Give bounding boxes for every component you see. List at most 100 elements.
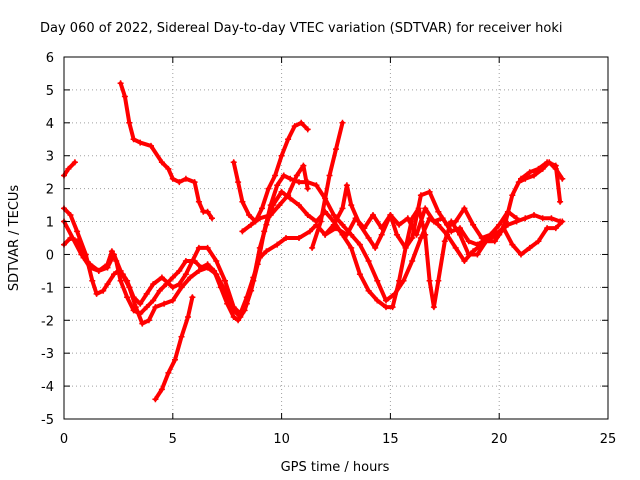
data-point-marker xyxy=(339,231,346,238)
data-point-marker xyxy=(465,238,472,245)
data-point-marker xyxy=(304,126,311,133)
data-point-marker xyxy=(557,198,564,205)
data-point-marker xyxy=(544,225,551,232)
data-point-marker xyxy=(535,165,542,172)
data-point-marker xyxy=(230,159,237,166)
x-tick-label: 0 xyxy=(60,432,68,447)
data-point-marker xyxy=(356,241,363,248)
data-point-marker xyxy=(163,281,170,288)
y-tick-label: 6 xyxy=(46,51,54,66)
data-point-marker xyxy=(365,235,372,241)
y-tick-label: -4 xyxy=(41,380,54,395)
data-point-marker xyxy=(95,267,102,274)
data-point-marker xyxy=(126,284,133,291)
data-point-marker xyxy=(121,93,128,100)
data-point-marker xyxy=(283,235,289,241)
data-point-marker xyxy=(195,198,202,205)
data-point-marker xyxy=(461,258,468,264)
data-point-marker xyxy=(526,169,533,176)
data-point-marker xyxy=(235,179,242,186)
data-point-marker xyxy=(396,277,403,284)
y-tick-label: 5 xyxy=(46,84,54,99)
data-point-marker xyxy=(130,136,137,143)
series-track-b xyxy=(62,206,563,316)
data-point-marker xyxy=(544,159,551,166)
data-point-marker xyxy=(531,172,537,179)
data-point-marker xyxy=(204,264,211,271)
data-point-marker xyxy=(209,215,215,222)
y-tick-label: 2 xyxy=(46,183,54,198)
data-point-marker xyxy=(409,258,416,264)
data-point-marker xyxy=(148,142,154,149)
data-point-marker xyxy=(189,294,196,301)
data-point-marker xyxy=(137,300,144,307)
data-point-marker xyxy=(222,277,228,284)
data-point-marker xyxy=(518,175,524,182)
data-point-marker xyxy=(158,274,165,281)
data-point-marker xyxy=(161,300,168,307)
series-track-k xyxy=(519,160,563,204)
data-point-marker xyxy=(272,172,279,179)
x-axis-label: GPS time / hours xyxy=(281,460,390,475)
data-point-marker xyxy=(111,251,117,258)
data-point-marker xyxy=(387,212,394,218)
data-point-marker xyxy=(169,274,176,281)
data-point-marker xyxy=(330,212,337,218)
data-point-marker xyxy=(169,284,176,291)
data-point-marker xyxy=(150,281,157,288)
data-point-marker xyxy=(187,274,194,281)
data-point-marker xyxy=(182,258,189,264)
data-point-marker xyxy=(250,277,257,284)
data-point-marker xyxy=(296,202,302,209)
data-point-marker xyxy=(152,396,159,403)
data-point-marker xyxy=(104,281,111,288)
y-tick-label: -3 xyxy=(41,347,54,362)
data-point-marker xyxy=(222,287,228,294)
y-tick-label: 3 xyxy=(46,150,54,165)
data-point-marker xyxy=(165,369,172,376)
data-point-marker xyxy=(256,215,263,222)
data-point-marker xyxy=(322,231,329,238)
x-tick-label: 5 xyxy=(169,432,177,447)
data-point-marker xyxy=(246,212,252,218)
data-point-marker xyxy=(509,192,516,199)
data-point-marker xyxy=(515,179,522,186)
data-point-marker xyxy=(339,221,346,228)
plot-frame xyxy=(63,56,609,420)
data-point-marker xyxy=(285,192,292,199)
data-point-marker xyxy=(422,231,429,238)
data-point-marker xyxy=(243,300,250,307)
data-point-marker xyxy=(230,307,237,314)
data-point-marker xyxy=(513,215,520,222)
data-point-marker xyxy=(132,304,139,311)
data-point-marker xyxy=(309,244,316,251)
data-point-marker xyxy=(457,231,463,238)
data-point-marker xyxy=(69,235,76,241)
data-point-marker xyxy=(504,208,511,215)
y-tick-label: -5 xyxy=(41,413,54,428)
data-point-marker xyxy=(435,221,442,228)
data-point-marker xyxy=(552,162,559,169)
data-point-marker xyxy=(65,165,72,172)
data-point-marker xyxy=(104,264,111,271)
data-point-marker xyxy=(356,221,363,228)
data-point-marker xyxy=(285,136,292,143)
data-point-marker xyxy=(152,304,159,311)
data-point-marker xyxy=(239,228,246,235)
data-point-marker xyxy=(402,244,409,251)
data-point-marker xyxy=(430,304,437,311)
data-point-marker xyxy=(169,297,176,304)
data-point-marker xyxy=(93,290,100,297)
data-point-marker xyxy=(365,258,372,264)
data-point-marker xyxy=(298,119,305,126)
data-point-marker xyxy=(108,248,115,255)
grid-lines xyxy=(64,57,608,419)
y-tick-label: -2 xyxy=(41,314,54,329)
data-point-marker xyxy=(191,258,198,264)
data-point-marker xyxy=(478,235,485,241)
data-point-marker xyxy=(370,212,376,218)
data-point-marker xyxy=(158,159,165,166)
data-point-marker xyxy=(182,271,189,278)
data-point-marker xyxy=(143,304,150,311)
data-point-marker xyxy=(74,228,81,235)
